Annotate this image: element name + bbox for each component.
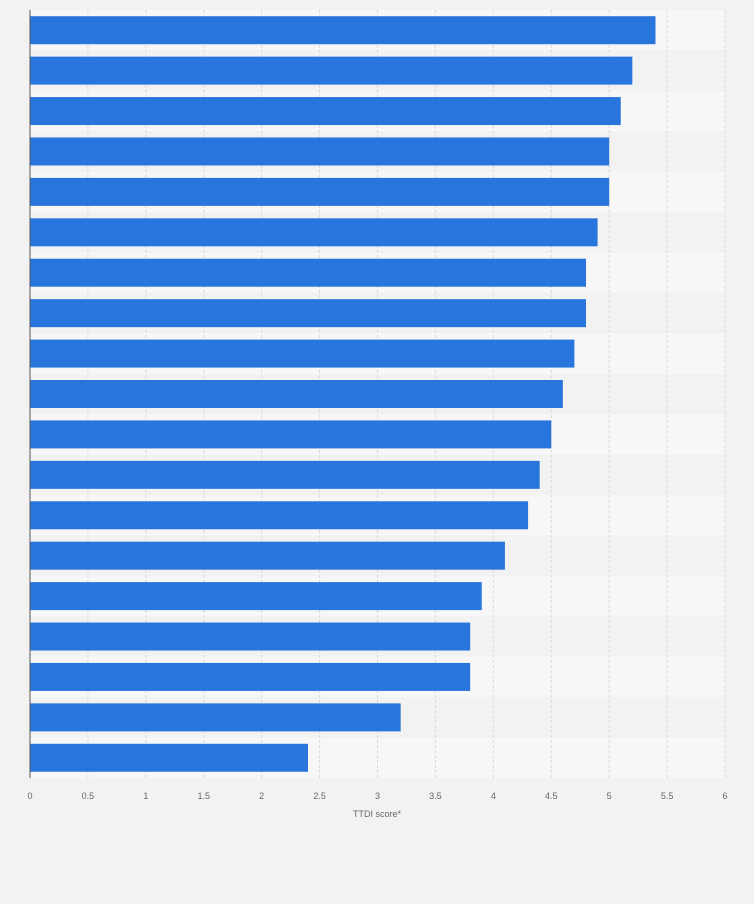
bar[interactable] — [30, 299, 586, 328]
bar[interactable] — [30, 16, 656, 45]
bar[interactable] — [30, 662, 471, 691]
x-tick-label: 0.5 — [82, 791, 95, 801]
bar[interactable] — [30, 541, 505, 570]
bar[interactable] — [30, 177, 610, 206]
bar[interactable] — [30, 97, 621, 126]
bar[interactable] — [30, 137, 610, 166]
x-tick-label: 3 — [375, 791, 380, 801]
x-tick-label: 0 — [27, 791, 32, 801]
x-tick-label: 3.5 — [429, 791, 442, 801]
x-tick-label: 5 — [607, 791, 612, 801]
bar[interactable] — [30, 218, 598, 247]
x-tick-label: 4 — [491, 791, 496, 801]
x-tick-label: 2 — [259, 791, 264, 801]
bar[interactable] — [30, 258, 586, 287]
bar[interactable] — [30, 743, 308, 772]
bar[interactable] — [30, 460, 540, 489]
bars — [30, 16, 656, 772]
x-tick-label: 5.5 — [661, 791, 674, 801]
bar[interactable] — [30, 339, 575, 368]
bar[interactable] — [30, 622, 471, 651]
bar[interactable] — [30, 56, 633, 85]
x-tick-label: 1 — [143, 791, 148, 801]
bar[interactable] — [30, 380, 563, 408]
x-axis-tick-labels: 0 0.5 1 1.5 2 2.5 3 3.5 4 4.5 5 5.5 6 — [27, 791, 727, 801]
bar[interactable] — [30, 501, 529, 530]
x-tick-label: 2.5 — [313, 791, 326, 801]
bar[interactable] — [30, 582, 482, 611]
bar[interactable] — [30, 703, 401, 732]
x-axis-title: TTDI score* — [353, 809, 402, 819]
x-tick-label: 6 — [722, 791, 727, 801]
x-tick-label: 4.5 — [545, 791, 558, 801]
bar[interactable] — [30, 420, 552, 449]
x-tick-label: 1.5 — [197, 791, 210, 801]
